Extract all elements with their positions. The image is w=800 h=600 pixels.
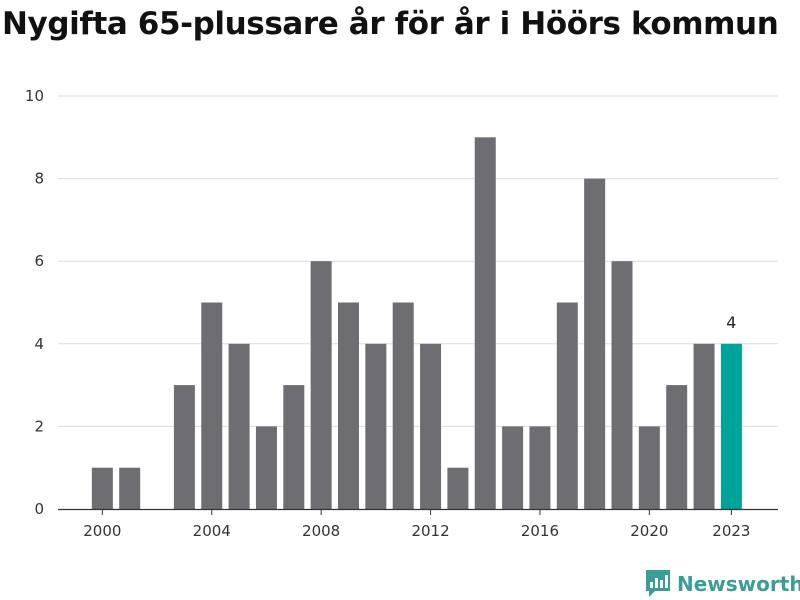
bar (611, 261, 633, 509)
x-axis-ticks: 2000 2004 2008 2012 2016 2020 2023 (83, 509, 750, 540)
bar (474, 137, 496, 510)
bar (201, 302, 223, 509)
bars (91, 137, 742, 510)
bar (310, 261, 332, 509)
bar (365, 343, 387, 509)
bar (693, 343, 715, 509)
x-tick-label: 2000 (83, 522, 121, 540)
y-tick-label: 2 (34, 417, 44, 435)
x-tick-label: 2023 (712, 522, 750, 540)
bar (338, 302, 359, 509)
bar-chart: 0 2 4 6 8 10 2000 2004 2008 2012 2016 2020 2023 4 (25, 87, 778, 540)
chart-title: Nygifta 65-plussare år för år i Höörs ko… (2, 6, 779, 42)
x-tick-label: 2008 (302, 522, 340, 540)
bar (502, 426, 524, 509)
gridlines (58, 95, 778, 427)
x-tick-label: 2004 (193, 522, 231, 540)
x-tick-label: 2012 (411, 522, 449, 540)
bar (556, 302, 578, 509)
bar (638, 426, 660, 509)
x-tick-label: 2016 (521, 522, 559, 540)
bar-highlight (720, 343, 742, 509)
y-tick-label: 4 (34, 335, 44, 353)
bar (173, 385, 195, 509)
x-tick-label: 2020 (630, 522, 668, 540)
y-tick-label: 0 (34, 500, 44, 518)
y-tick-label: 10 (25, 87, 44, 105)
bar (91, 467, 113, 509)
y-axis-ticks: 0 2 4 6 8 10 (25, 87, 44, 518)
newsworthy-logo: Newsworthy (645, 568, 800, 600)
data-labels: 4 (726, 313, 736, 332)
bar (529, 426, 551, 509)
y-tick-label: 6 (34, 252, 44, 270)
bar (420, 343, 442, 509)
bar (584, 178, 606, 509)
bar (228, 343, 250, 509)
bar (392, 302, 414, 509)
bar (255, 426, 277, 509)
bar (283, 385, 305, 509)
data-label-highlight: 4 (726, 313, 736, 332)
y-tick-label: 8 (34, 170, 44, 188)
newsworthy-logo-icon (646, 570, 670, 597)
bar (447, 467, 469, 509)
bar (666, 385, 688, 509)
bar (119, 467, 141, 509)
brand-name: Newsworthy (677, 572, 800, 596)
